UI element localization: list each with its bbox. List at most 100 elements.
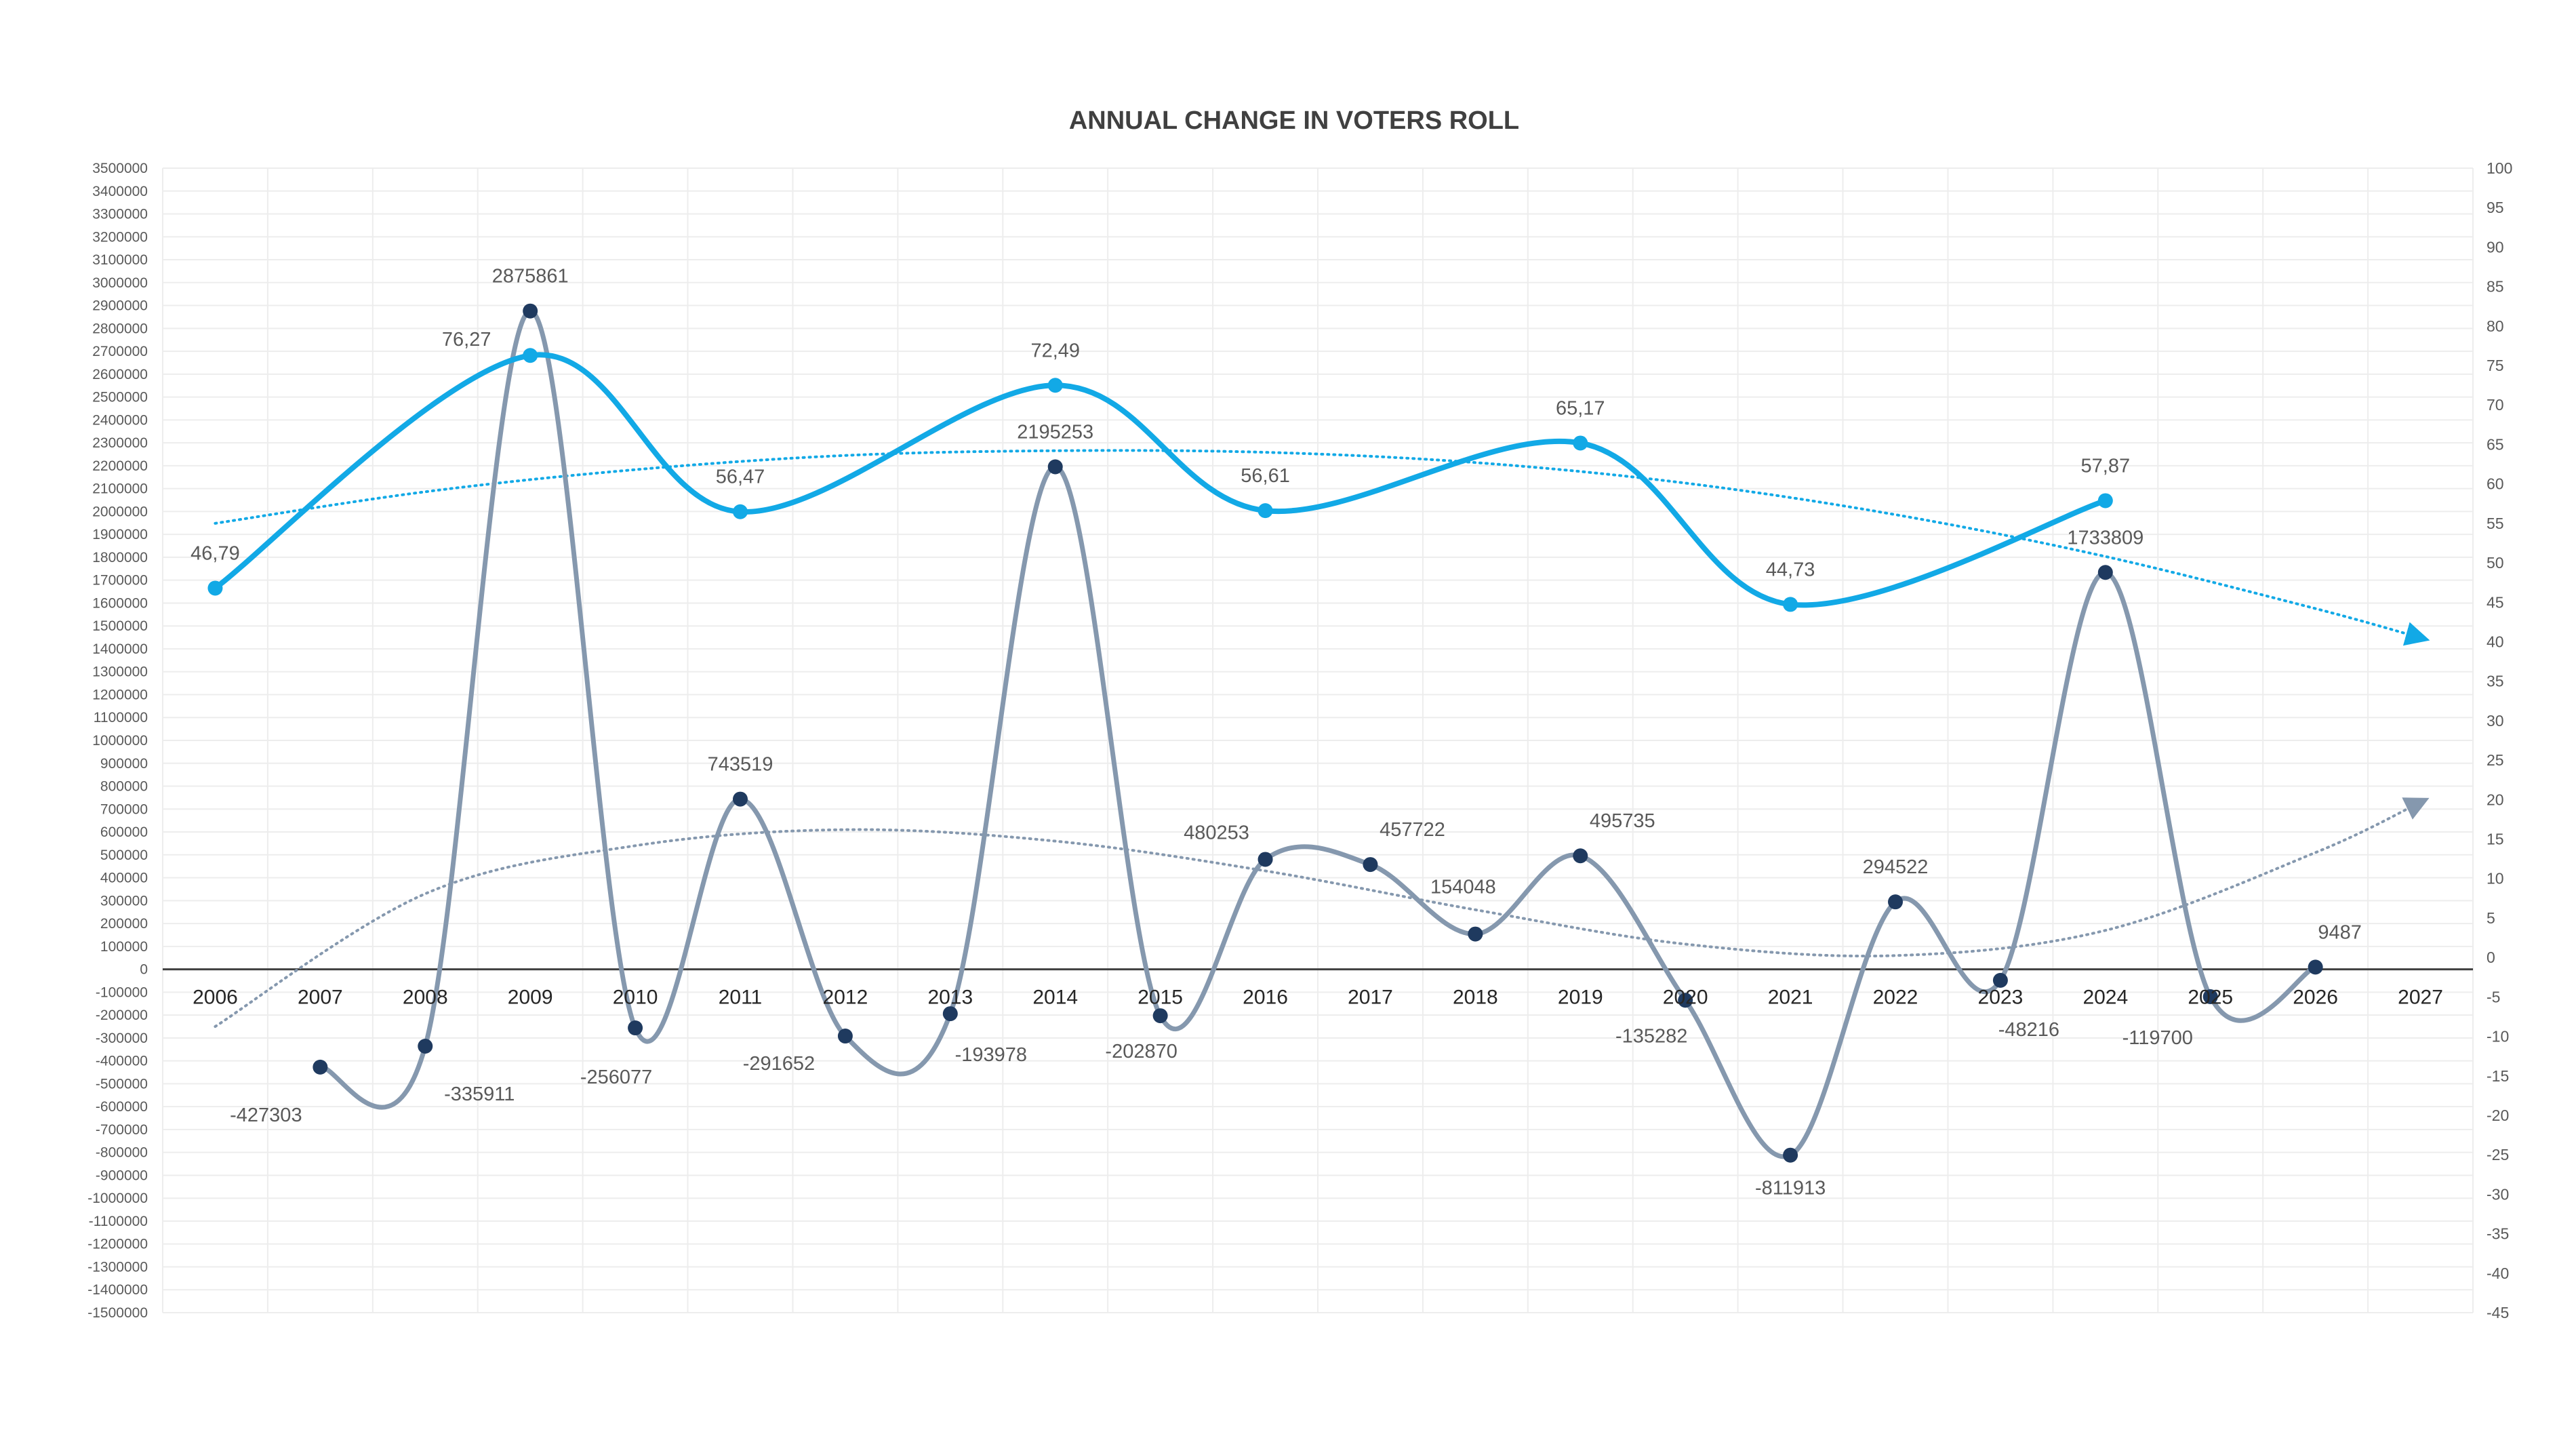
- y-left-tick-label: 1100000: [94, 710, 148, 725]
- y-left-tick-label: 1500000: [92, 618, 148, 634]
- data-label: -193978: [955, 1044, 1027, 1066]
- data-label: 2875861: [492, 266, 569, 287]
- data-label: 2195253: [1017, 421, 1093, 443]
- x-tick-label: 2008: [403, 987, 448, 1009]
- y-right-tick-label: 40: [2487, 633, 2504, 650]
- x-tick-label: 2016: [1243, 987, 1288, 1009]
- y-right-tick-label: 45: [2487, 593, 2504, 611]
- y-right-tick-label: -45: [2487, 1304, 2509, 1321]
- y-right-tick-label: 65: [2487, 435, 2504, 453]
- data-label: 56,61: [1241, 465, 1290, 487]
- y-left-tick-label: 1900000: [92, 527, 148, 542]
- y-right-tick-label: 15: [2487, 831, 2504, 848]
- data-point-marker: [1888, 894, 1903, 910]
- y-left-tick-label: 2200000: [92, 458, 148, 474]
- data-label: -48216: [1998, 1019, 2059, 1041]
- trendlines: [214, 449, 2430, 1028]
- data-label: 9487: [2318, 921, 2362, 943]
- y-left-tick-label: 3500000: [92, 161, 148, 176]
- data-label: 44,73: [1766, 559, 1815, 580]
- y-left-tick-label: -1200000: [87, 1237, 148, 1252]
- y-right-tick-label: 20: [2487, 791, 2504, 808]
- data-point-marker: [1047, 378, 1063, 393]
- x-tick-label: 2026: [2293, 987, 2338, 1009]
- chart-title: ANNUAL CHANGE IN VOTERS ROLL: [1069, 106, 1519, 135]
- data-point-marker: [1992, 972, 2008, 988]
- data-point-marker: [1468, 926, 1483, 942]
- y-left-tick-label: 2100000: [92, 481, 148, 497]
- x-tick-label: 2013: [927, 987, 973, 1009]
- data-point-marker: [2097, 493, 2113, 509]
- y-right-tick-label: -20: [2487, 1107, 2509, 1124]
- y-right-tick-label: -15: [2487, 1067, 2509, 1085]
- x-tick-label: 2023: [1978, 987, 2024, 1009]
- y-left-tick-label: -800000: [96, 1145, 148, 1161]
- y-left-tick-label: 3200000: [92, 229, 148, 245]
- y-left-tick-label: 1600000: [92, 595, 148, 611]
- y-left-tick-label: -100000: [96, 984, 148, 1000]
- data-point-marker: [1363, 857, 1378, 873]
- y-left-tick-label: 3400000: [92, 184, 148, 199]
- y-right-tick-label: 50: [2487, 554, 2504, 572]
- x-axis: 2006 2007 2008 2009 2010 2011 2012 2013 2014 2015…: [193, 987, 2443, 1009]
- y-left-tick-label: 0: [140, 962, 148, 978]
- data-point-marker: [1573, 435, 1588, 451]
- x-tick-label: 2027: [2398, 987, 2443, 1009]
- y-left-tick-label: 1200000: [92, 687, 148, 702]
- data-point-marker: [1783, 1147, 1798, 1163]
- y-left-tick-label: -500000: [96, 1076, 148, 1092]
- x-tick-label: 2007: [298, 987, 343, 1009]
- x-tick-label: 2017: [1348, 987, 1393, 1009]
- y-right-tick-label: 0: [2487, 949, 2495, 966]
- y-right-tick-label: -40: [2487, 1265, 2509, 1282]
- y-left-tick-label: 3300000: [92, 207, 148, 222]
- data-point-marker: [942, 1006, 958, 1022]
- data-point-marker: [1047, 459, 1063, 475]
- y-left-tick-label: 2500000: [92, 390, 148, 405]
- y-right-tick-label: 85: [2487, 278, 2504, 296]
- data-point-marker: [2202, 989, 2218, 1005]
- y-left-tick-label: 1700000: [92, 573, 148, 589]
- x-tick-label: 2011: [719, 987, 763, 1009]
- data-label: 76,27: [442, 329, 491, 351]
- y-left-tick-label: -900000: [96, 1168, 148, 1183]
- data-point-marker: [1573, 848, 1588, 864]
- trendline-0: [214, 449, 2430, 646]
- left-axis: -1500000 -1400000 -1300000 -1200000 -1100000…: [87, 161, 148, 1321]
- y-left-tick-label: 600000: [100, 824, 148, 840]
- data-label: 154048: [1430, 877, 1496, 898]
- y-left-tick-label: -400000: [96, 1054, 148, 1069]
- data-label: 1733809: [2067, 527, 2144, 549]
- y-left-tick-label: 2000000: [92, 504, 148, 519]
- y-right-tick-label: 30: [2487, 712, 2504, 730]
- data-label: 65,17: [1556, 397, 1605, 419]
- y-left-tick-label: 2800000: [92, 321, 148, 336]
- data-point-marker: [837, 1029, 853, 1044]
- x-tick-label: 2015: [1138, 987, 1183, 1009]
- data-label: 46,79: [190, 542, 240, 564]
- y-right-tick-label: -10: [2487, 1028, 2509, 1046]
- data-point-marker: [1257, 503, 1273, 519]
- x-tick-label: 2025: [2188, 987, 2233, 1009]
- data-label: 56,47: [716, 466, 765, 488]
- data-point-marker: [523, 348, 538, 363]
- data-point-marker: [1783, 597, 1798, 612]
- y-right-tick-label: 90: [2487, 238, 2504, 256]
- data-point-marker: [1678, 993, 1693, 1008]
- data-label: -135282: [1615, 1025, 1687, 1047]
- y-left-tick-label: -300000: [96, 1031, 148, 1046]
- y-right-tick-label: -25: [2487, 1146, 2509, 1163]
- x-tick-label: 2024: [2082, 987, 2128, 1009]
- y-right-tick-label: 70: [2487, 396, 2504, 414]
- y-left-tick-label: 2700000: [92, 344, 148, 359]
- y-left-tick-label: -1000000: [87, 1191, 148, 1206]
- data-label: 480253: [1184, 822, 1249, 843]
- y-left-tick-label: -1100000: [89, 1214, 148, 1229]
- y-right-tick-label: 100: [2487, 159, 2512, 177]
- data-label: -811913: [1755, 1178, 1826, 1199]
- gridlines: [162, 167, 2474, 1313]
- data-label: 743519: [708, 754, 773, 776]
- data-labels: -427303 -335911 2875861 -256077 743519 -29165…: [190, 266, 2362, 1199]
- y-left-tick-label: 1400000: [92, 641, 148, 657]
